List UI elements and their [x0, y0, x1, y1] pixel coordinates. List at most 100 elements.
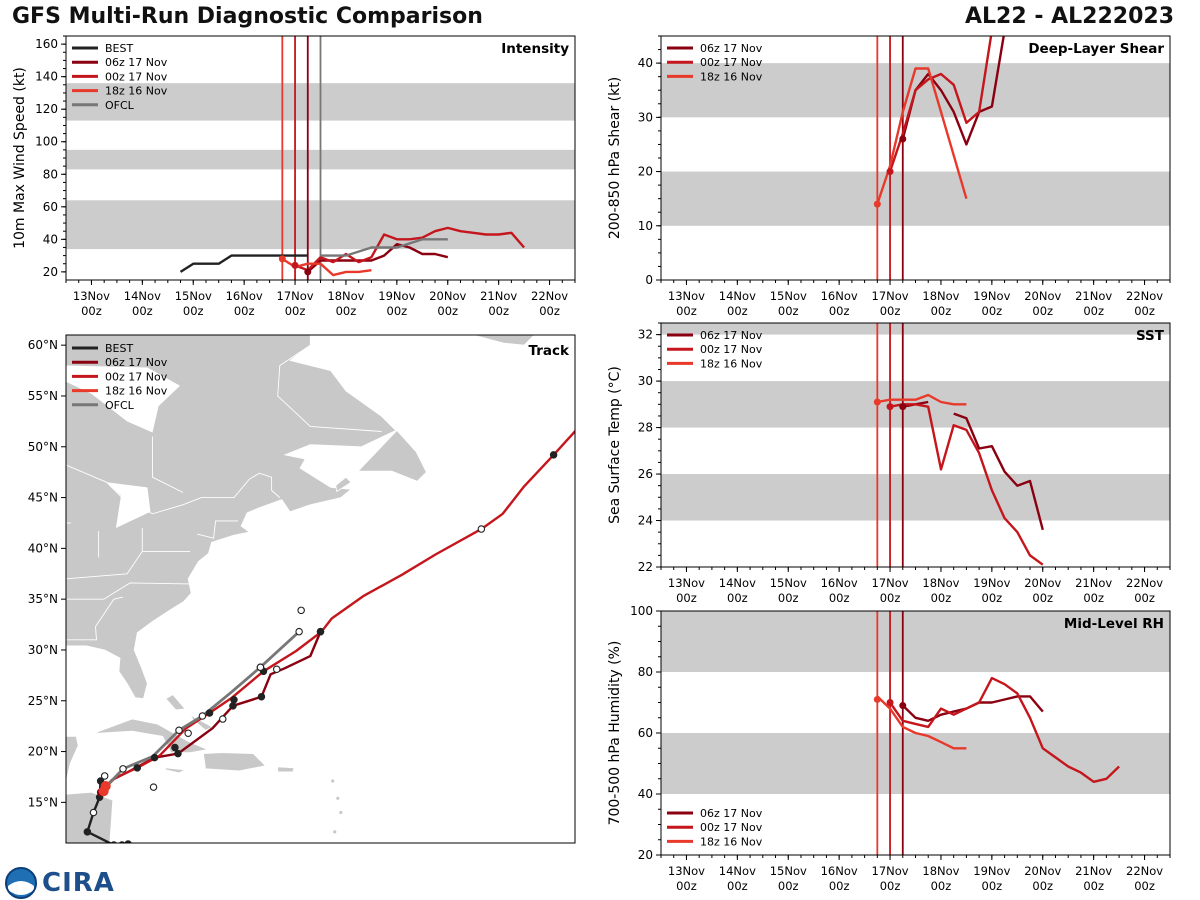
sst-xtick-label: 19Nov [973, 576, 1010, 590]
track-marker [124, 840, 132, 843]
rh-init-point [886, 699, 894, 706]
track-marker [477, 525, 486, 533]
shear-ytick-label: 30 [638, 110, 653, 124]
sst-xtick-label: 00z [727, 591, 748, 605]
shear-xtick-label: 19Nov [973, 289, 1010, 303]
sst-xtick-label: 00z [1032, 591, 1053, 605]
sst-xtick-label: 00z [931, 591, 952, 605]
rh-xtick-label: 15Nov [770, 864, 807, 878]
cira-logo: CIRA [4, 866, 115, 900]
rh-xtick-label: 00z [727, 879, 748, 893]
shear-xtick-label: 00z [982, 304, 1003, 318]
intensity-init-point [291, 261, 299, 269]
central-america-land [66, 735, 114, 843]
rh-series-line [889, 676, 1120, 783]
sst-xtick-label: 20Nov [1024, 576, 1061, 590]
storm-id-title: AL22 - AL222023 [965, 4, 1174, 29]
shear-ytick-label: 40 [638, 56, 653, 70]
intensity-xtick-label: 00z [81, 304, 102, 318]
track-line [103, 630, 301, 790]
newfoundland-land [357, 429, 427, 482]
intensity-panel: 2040608010012014016013Nov00z14Nov00z15No… [12, 35, 576, 318]
intensity-xtick-label: 00z [387, 304, 408, 318]
intensity-xtick-label: 17Nov [277, 289, 314, 303]
track-lat-label: 15°N [28, 795, 58, 809]
intensity-xtick-label: 00z [336, 304, 357, 318]
track-marker [272, 665, 281, 674]
intensity-xtick-label: 00z [539, 304, 560, 318]
track-marker [150, 753, 159, 762]
rh-xtick-label: 00z [931, 879, 952, 893]
rh-xtick-label: 16Nov [821, 864, 858, 878]
intensity-xtick-label: 21Nov [480, 289, 517, 303]
rh-band [661, 733, 1170, 794]
track-lat-label: 45°N [28, 491, 58, 505]
sst-xtick-label: 00z [829, 591, 850, 605]
track-marker [229, 702, 237, 710]
intensity-ytick-label: 60 [43, 200, 58, 214]
intensity-xtick-label: 00z [488, 304, 509, 318]
track-frame [65, 334, 576, 844]
shear-xtick-label: 20Nov [1024, 289, 1061, 303]
antilles-land [338, 810, 344, 815]
track-marker [100, 772, 109, 780]
rh-ytick-label: 40 [638, 787, 653, 801]
cape-breton-land [335, 476, 352, 493]
shear-init-point [873, 200, 881, 208]
sst-xtick-label: 14Nov [719, 576, 756, 590]
intensity-ytick-label: 140 [35, 70, 58, 84]
sst-band [661, 474, 1170, 521]
sst-band [661, 323, 1170, 335]
track-lat-label: 55°N [28, 389, 58, 403]
track-series-group [83, 429, 575, 843]
intensity-legend-label: 06z 17 Nov [105, 56, 168, 69]
state-borders [197, 520, 238, 539]
shear-ytick-label: 20 [638, 165, 653, 179]
greenland-land [473, 335, 535, 346]
intensity-ylabel: 10m Max Wind Speed (kt) [12, 67, 28, 249]
shear-xtick-label: 00z [1083, 304, 1104, 318]
track-lat-label: 50°N [28, 440, 58, 454]
sst-ylabel: Sea Surface Temp (°C) [607, 366, 623, 524]
track-legend-label: BEST [105, 342, 133, 355]
rh-legend-label: 18z 16 Nov [700, 835, 763, 848]
shear-init-point [886, 168, 894, 176]
sst-ytick-label: 28 [638, 421, 653, 435]
intensity-xtick-label: 00z [437, 304, 458, 318]
intensity-series-line [179, 254, 308, 273]
shear-xtick-label: 00z [1032, 304, 1053, 318]
logo-text: CIRA [42, 868, 115, 898]
track-marker [198, 712, 207, 720]
track-marker [171, 743, 179, 752]
shear-band [661, 171, 1170, 226]
us-canada-border [66, 464, 281, 515]
state-borders [66, 596, 124, 641]
rh-xtick-label: 14Nov [719, 864, 756, 878]
sst-xtick-label: 00z [1134, 591, 1155, 605]
rh-panel-title: Mid-Level RH [1064, 616, 1164, 632]
track-marker [100, 781, 111, 792]
track-marker [184, 729, 192, 738]
track-marker [174, 749, 182, 758]
hudson-bay-water [66, 365, 180, 433]
shear-xtick-label: 18Nov [922, 289, 959, 303]
sst-xtick-label: 00z [982, 591, 1003, 605]
track-line [552, 429, 575, 456]
shear-xtick-label: 14Nov [719, 289, 756, 303]
intensity-legend-label: 18z 16 Nov [105, 85, 168, 98]
sst-ytick-label: 24 [638, 514, 653, 528]
rh-xtick-label: 00z [829, 879, 850, 893]
rh-legend-label: 00z 17 Nov [700, 821, 763, 834]
sst-series-line [877, 393, 967, 406]
intensity-xtick-label: 15Nov [175, 289, 212, 303]
sst-legend-label: 06z 17 Nov [700, 329, 763, 342]
shear-xtick-label: 13Nov [668, 289, 705, 303]
rh-band [661, 611, 1170, 672]
intensity-xtick-label: 00z [132, 304, 153, 318]
shear-ylabel: 200-850 hPa Shear (kt) [607, 77, 623, 239]
rh-xtick-label: 00z [676, 879, 697, 893]
sst-ytick-label: 32 [638, 328, 653, 342]
track-marker [316, 627, 325, 636]
intensity-series-line [320, 238, 448, 257]
intensity-xtick-label: 00z [285, 304, 306, 318]
